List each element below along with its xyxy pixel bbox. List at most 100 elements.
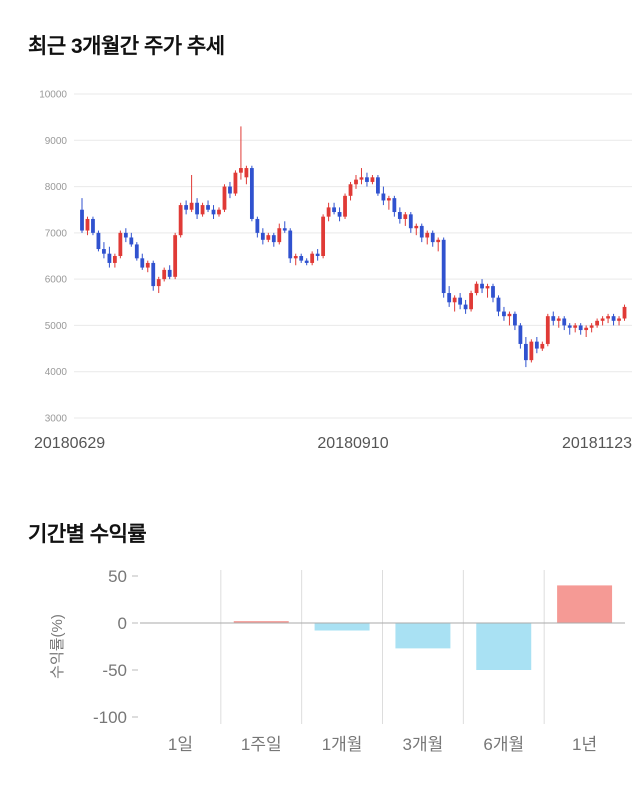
candle-body — [507, 313, 512, 317]
candle-body — [156, 279, 161, 287]
candle-body — [178, 205, 183, 236]
candle-body — [343, 195, 347, 217]
y-axis-tick-label: 50 — [108, 567, 127, 586]
candle-body — [589, 325, 594, 328]
candle-body — [359, 177, 364, 180]
candle-body — [255, 218, 260, 233]
candle-body — [189, 202, 194, 210]
candle-body — [102, 249, 106, 254]
candle-body — [304, 260, 309, 263]
candle-body — [112, 256, 117, 263]
category-label: 3개월 — [403, 735, 444, 754]
y-axis-tick-label: 5000 — [45, 321, 68, 332]
candle-body — [376, 177, 380, 194]
category-label: 1년 — [572, 735, 597, 754]
candle-body — [151, 262, 156, 287]
candle-body — [282, 228, 287, 231]
candle-body — [425, 232, 430, 238]
candle-body — [293, 256, 298, 259]
category-label: 1개월 — [322, 735, 363, 754]
bars — [233, 585, 613, 670]
candle-body — [365, 177, 369, 182]
candle-body — [513, 313, 517, 326]
candles — [80, 126, 627, 368]
candle-body — [118, 232, 123, 256]
candle-body — [441, 239, 446, 294]
category-label: 1주일 — [241, 735, 282, 754]
candle-body — [167, 269, 172, 277]
y-axis-title: 수익률(%) — [49, 614, 66, 679]
candle-body — [123, 232, 128, 238]
candle-body — [211, 209, 216, 215]
candle-body — [337, 212, 342, 217]
y-axis-tick-label: -50 — [102, 661, 127, 680]
candle-body — [595, 320, 600, 326]
candle-body — [299, 256, 304, 261]
price-trend-chart-container: 10000 9000 8000 7000 6000 5000 4000 3000 2018062… — [32, 84, 632, 460]
y-axis-tick-label: 0 — [118, 614, 127, 633]
period-return-bar-chart: 50 0 -50 -100 1일 1주일 1개월 3개월 6개월 1년 수익률(%) — [49, 567, 625, 754]
candle-body — [611, 316, 616, 321]
candle-body — [96, 232, 101, 250]
candle-body — [463, 304, 468, 310]
candle-body — [584, 327, 589, 331]
candle-body — [458, 297, 463, 305]
candle-body — [288, 230, 293, 259]
candle-body — [348, 184, 353, 196]
x-axis-labels: 1일 1주일 1개월 3개월 6개월 1년 — [168, 735, 597, 754]
candle-body — [381, 193, 386, 201]
candle-body — [80, 209, 84, 231]
candle-body — [622, 306, 627, 319]
candle-body — [217, 209, 221, 215]
candle-body — [249, 168, 254, 219]
return-bar — [557, 585, 613, 623]
y-axis-tick-label: 4000 — [45, 367, 68, 378]
candle-body — [354, 179, 358, 185]
candle-body — [496, 297, 501, 312]
candle-body — [326, 207, 331, 217]
page: 최근 3개월간 주가 추세 10000 9000 8000 7000 6000 5000 4… — [28, 35, 632, 764]
candle-body — [370, 177, 375, 182]
candle-body — [523, 343, 528, 361]
x-axis-tick-label: 20180629 — [34, 435, 105, 452]
candle-body — [397, 212, 402, 219]
candle-body — [200, 205, 205, 215]
y-axis-tick-label: 7000 — [45, 228, 68, 239]
candle-body — [573, 325, 578, 328]
candle-body — [162, 269, 167, 280]
candle-body — [408, 214, 413, 229]
candle-body — [551, 316, 556, 321]
candle-body — [134, 244, 139, 259]
candle-body — [310, 253, 315, 263]
candle-body — [184, 205, 189, 210]
candle-body — [266, 235, 271, 240]
candle-body — [271, 235, 276, 243]
candle-body — [430, 232, 435, 243]
candle-body — [529, 341, 534, 361]
y-axis-tick-label: 9000 — [45, 136, 68, 147]
y-axis-tick-label: 8000 — [45, 182, 68, 193]
return-bar — [395, 623, 451, 649]
candle-body — [414, 225, 419, 229]
candle-body — [332, 207, 336, 213]
candle-body — [540, 343, 545, 349]
candle-body — [419, 225, 424, 238]
candle-body — [485, 286, 490, 289]
candle-body — [145, 262, 150, 268]
candle-body — [491, 286, 495, 298]
candle-body — [534, 341, 539, 349]
candle-body — [195, 202, 199, 215]
candle-body — [474, 283, 479, 294]
return-bar — [476, 623, 532, 670]
candle-body — [239, 168, 243, 173]
candle-body — [85, 218, 90, 231]
candle-body — [173, 235, 178, 277]
candle-body — [606, 316, 610, 319]
candle-body — [617, 318, 621, 321]
candle-body — [386, 198, 391, 201]
period-return-chart-container: 50 0 -50 -100 1일 1주일 1개월 3개월 6개월 1년 수익률(%) — [40, 564, 625, 764]
candle-body — [392, 198, 397, 213]
candle-body — [107, 253, 112, 263]
candle-body — [244, 168, 249, 178]
y-gridlines: 10000 9000 8000 7000 6000 5000 4000 3000 — [39, 90, 632, 425]
